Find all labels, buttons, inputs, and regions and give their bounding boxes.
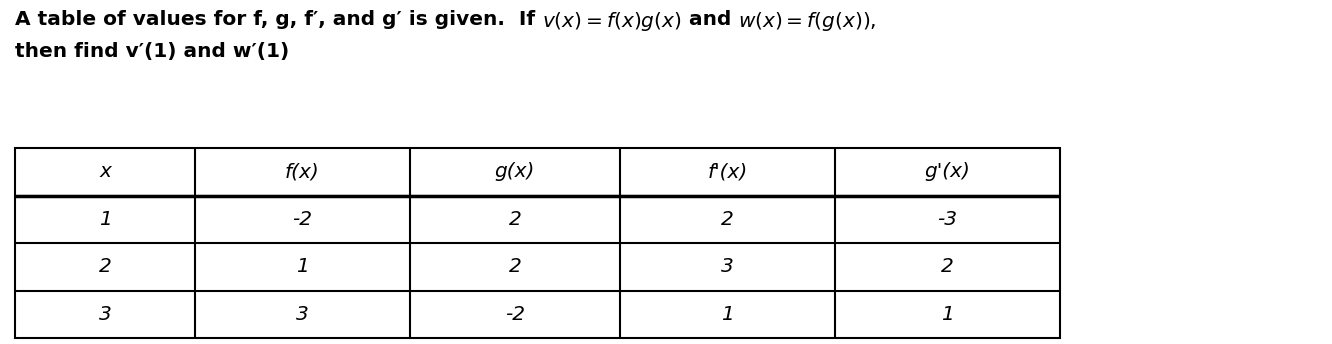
Text: 3: 3 <box>721 257 734 276</box>
Text: 2: 2 <box>509 257 521 276</box>
Text: f(x): f(x) <box>285 162 320 181</box>
Text: f'(x): f'(x) <box>707 162 747 181</box>
Text: -2: -2 <box>293 210 313 229</box>
Text: 1: 1 <box>942 305 954 324</box>
Text: 2: 2 <box>509 210 521 229</box>
Text: x: x <box>99 162 111 181</box>
Text: 1: 1 <box>99 210 112 229</box>
Text: -2: -2 <box>505 305 525 324</box>
Text: 3: 3 <box>99 305 112 324</box>
Text: 3: 3 <box>296 305 309 324</box>
Bar <box>15 148 1060 338</box>
Text: A table of values for f, g, f′, and g′ is given.  If: A table of values for f, g, f′, and g′ i… <box>15 10 542 29</box>
Text: 1: 1 <box>721 305 734 324</box>
Text: and: and <box>682 10 738 29</box>
Text: -3: -3 <box>938 210 958 229</box>
Text: 2: 2 <box>99 257 112 276</box>
Text: $v(x) = f(x)g(x)$: $v(x) = f(x)g(x)$ <box>542 10 682 33</box>
Text: 2: 2 <box>721 210 734 229</box>
Text: 1: 1 <box>296 257 309 276</box>
Text: g(x): g(x) <box>494 162 535 181</box>
Text: 2: 2 <box>942 257 954 276</box>
Text: g'(x): g'(x) <box>924 162 971 181</box>
Text: $w(x) = f(g(x)),$: $w(x) = f(g(x)),$ <box>738 10 876 33</box>
Text: then find v′(1) and w′(1): then find v′(1) and w′(1) <box>15 42 289 61</box>
